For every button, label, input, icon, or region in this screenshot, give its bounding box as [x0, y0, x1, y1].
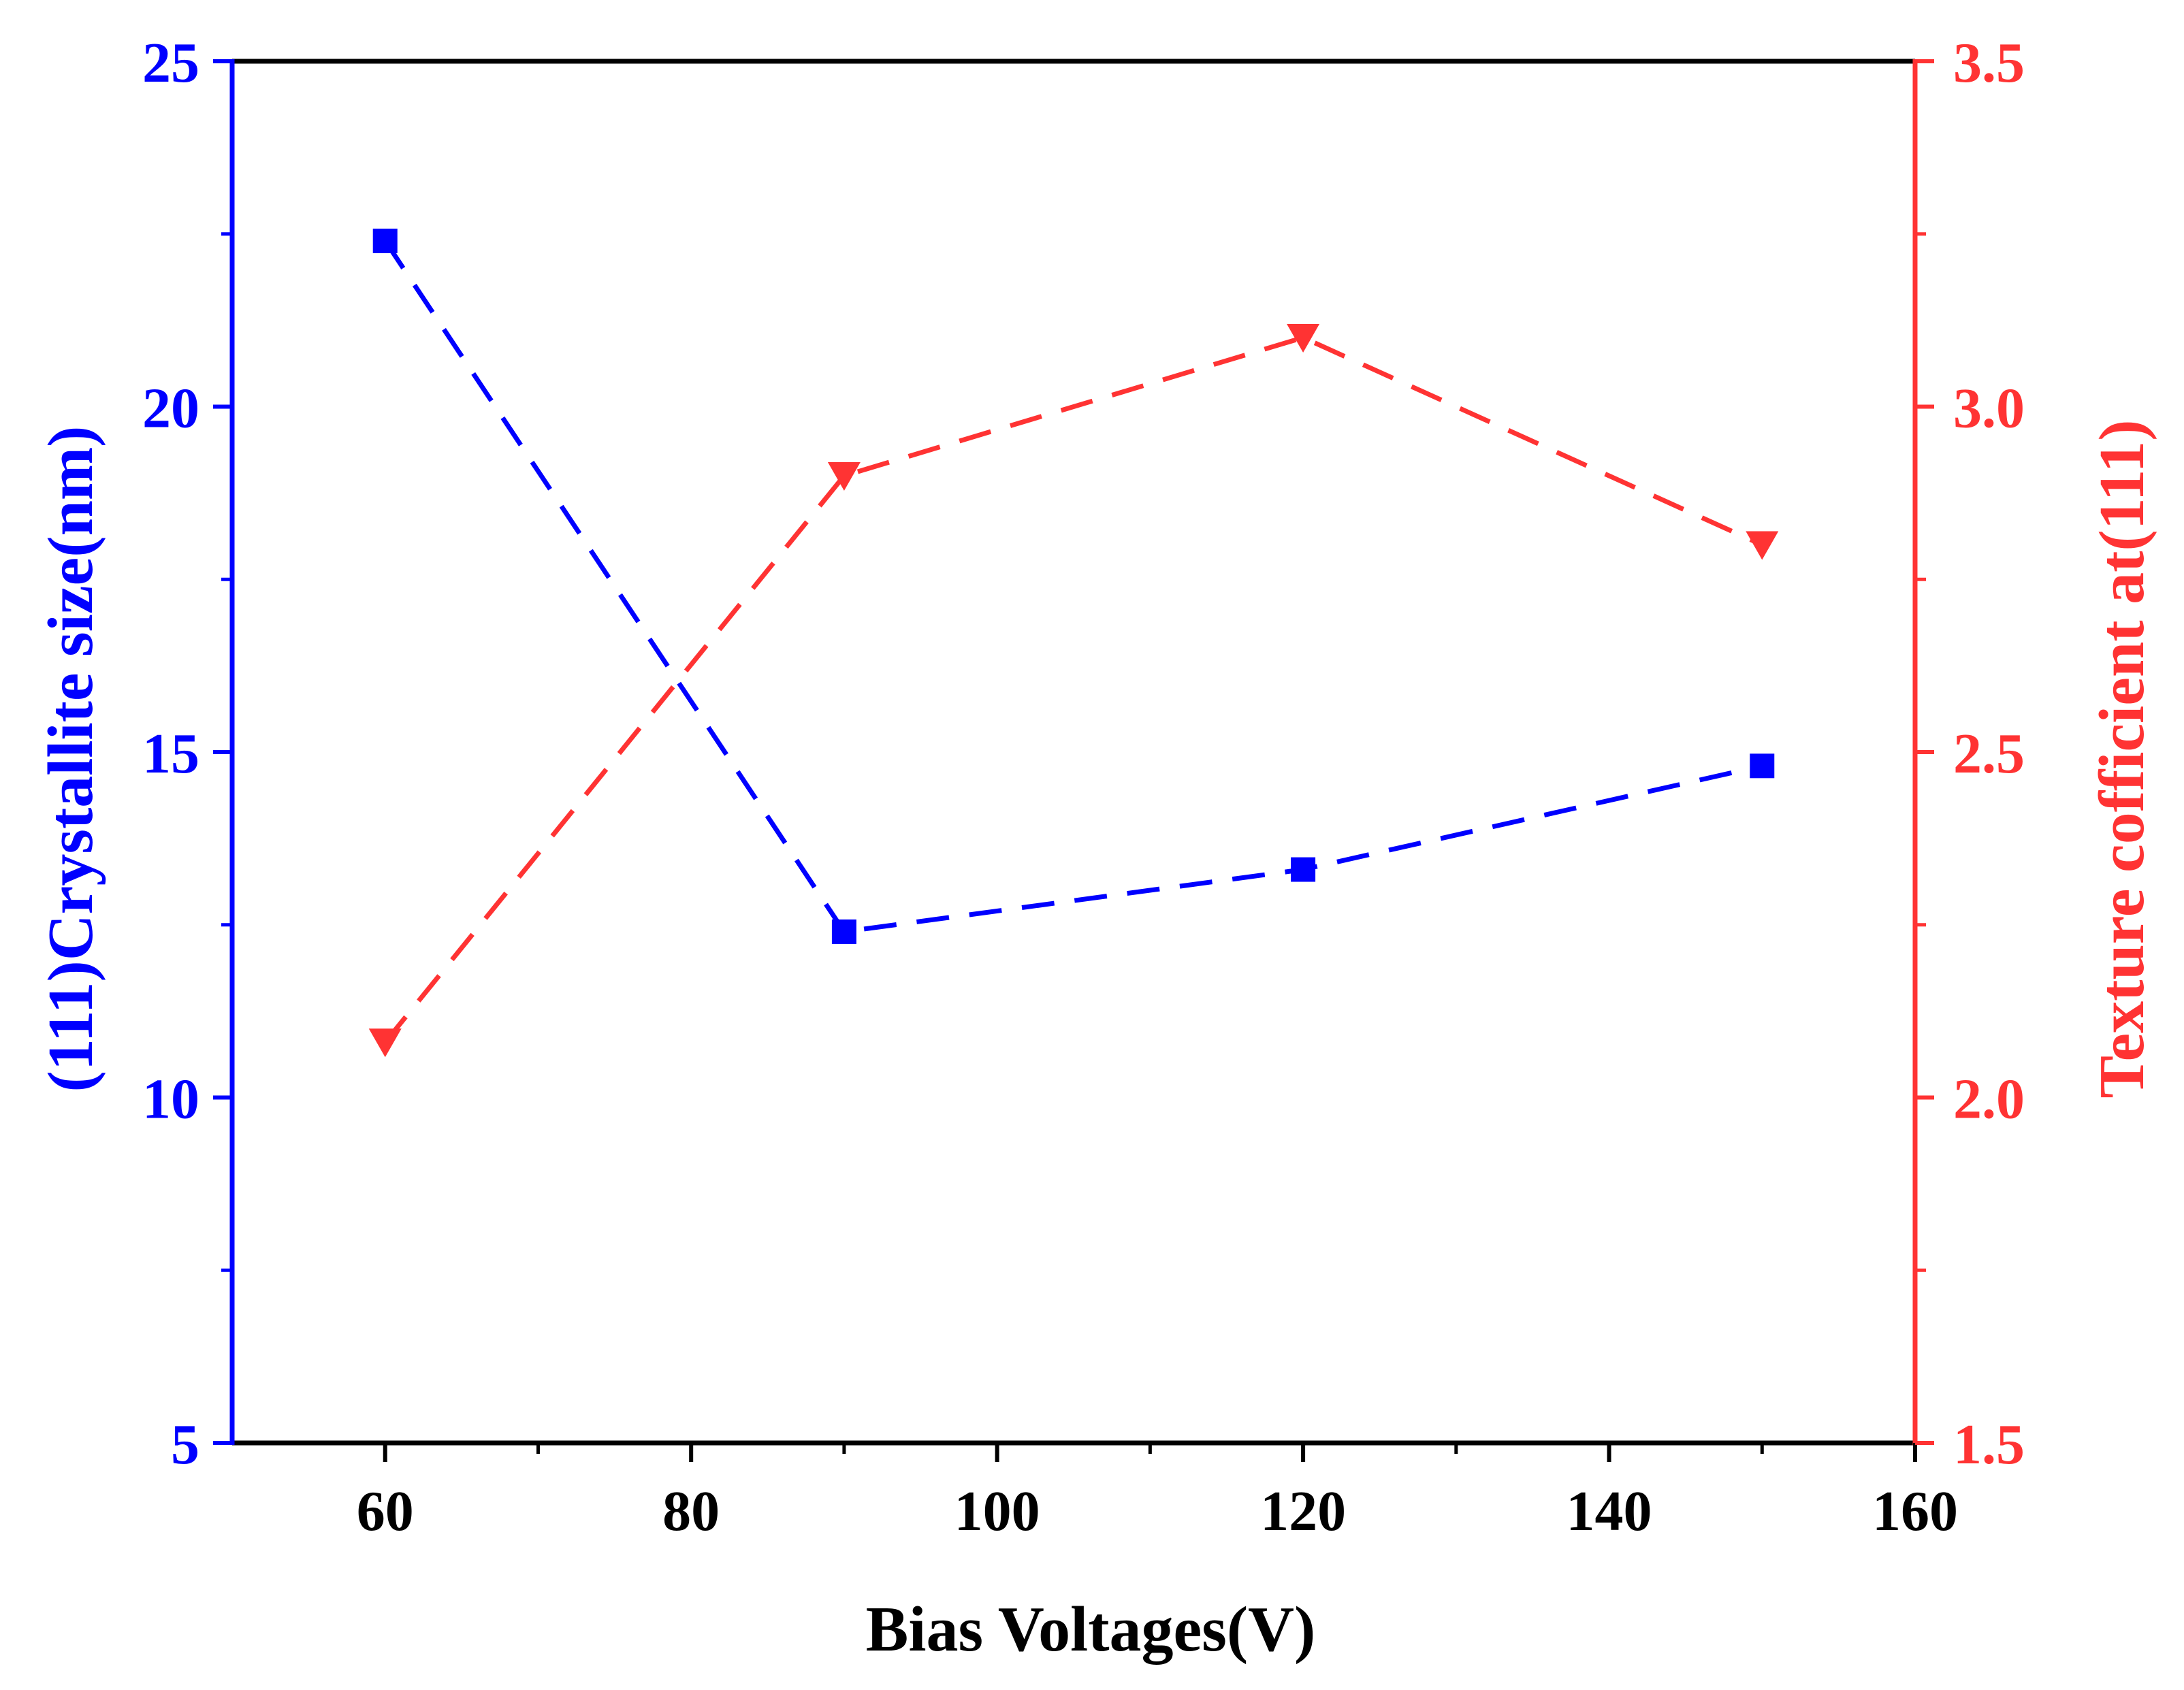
square-marker: [1291, 857, 1316, 882]
triangle-down-marker: [1746, 531, 1779, 560]
x-axis-title: Bias Voltages(V): [866, 1594, 1316, 1665]
x-tick-label: 60: [357, 1480, 414, 1543]
axes-layer: [213, 59, 1934, 1462]
square-marker: [372, 228, 398, 253]
right-y-tick-label: 2.5: [1953, 722, 2025, 785]
triangle-down-marker: [1287, 324, 1320, 353]
left-y-tick-label: 15: [142, 722, 199, 785]
right-y-tick-label: 1.5: [1953, 1413, 2025, 1476]
triangle-down-marker: [368, 1028, 402, 1058]
labels-layer: 60 80 100 120 140 160 5 10 15 20 25 1.5 2.0 2.5 3.0 3.5…: [35, 31, 2157, 1665]
right-y-tick-label: 2.0: [1953, 1068, 2025, 1131]
left-y-tick-label: 5: [171, 1413, 199, 1476]
series-layer: [368, 228, 1779, 1058]
x-tick-label: 160: [1872, 1480, 1958, 1543]
right-y-tick-label: 3.5: [1953, 31, 2025, 95]
left-y-tick-label: 25: [142, 31, 199, 95]
x-tick-label: 120: [1260, 1480, 1346, 1543]
right-y-tick-label: 3.0: [1953, 377, 2025, 440]
left-y-tick-label: 20: [142, 377, 199, 440]
triangle-down-marker: [827, 462, 861, 491]
x-tick-label: 140: [1567, 1480, 1652, 1543]
x-tick-label: 100: [954, 1480, 1040, 1543]
square-marker: [831, 919, 856, 944]
series-line-1: [383, 239, 1763, 935]
square-marker: [1750, 753, 1775, 779]
left-y-tick-label: 10: [142, 1068, 199, 1131]
series-line-2: [383, 335, 1763, 1044]
right-y-axis-title: Texture cofficient at(111): [2087, 419, 2157, 1098]
x-tick-label: 80: [662, 1480, 720, 1543]
left-y-axis-title: (111)Crystallite size(nm): [35, 426, 106, 1092]
